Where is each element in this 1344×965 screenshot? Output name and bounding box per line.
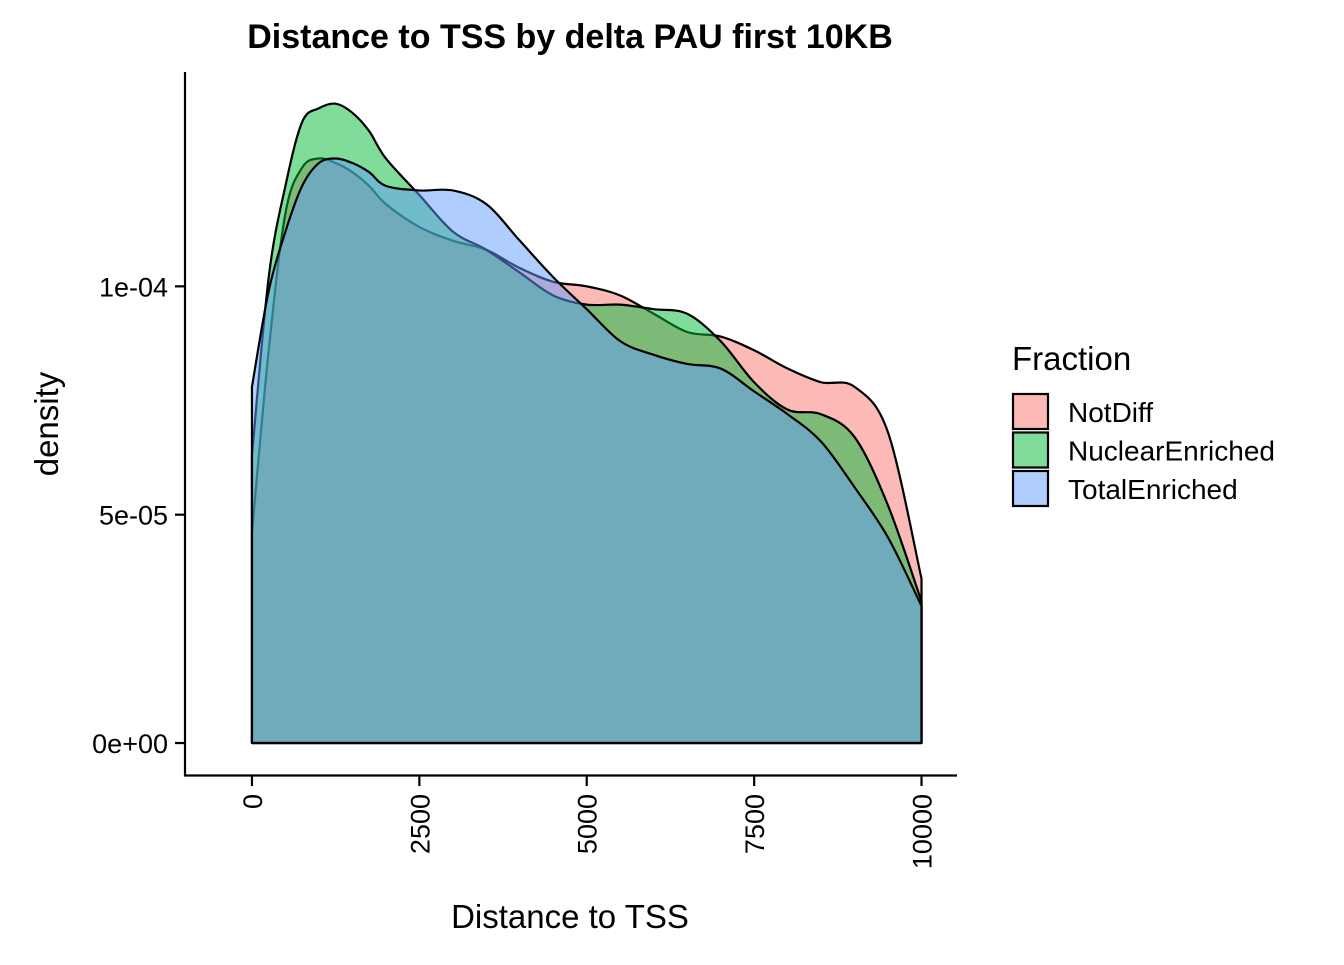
- x-tick-label: 2500: [405, 794, 435, 854]
- legend: Fraction NotDiff NuclearEnriched TotalEnri…: [1011, 340, 1275, 508]
- density-area-total-enriched: [250, 157, 923, 745]
- x-axis-ticks: 0 2500 5000 7500 10000: [238, 775, 938, 869]
- y-axis-title: density: [28, 371, 65, 476]
- y-tick-label: 5e-05: [99, 501, 168, 531]
- x-tick-label: 7500: [740, 794, 770, 854]
- legend-title: Fraction: [1012, 340, 1131, 377]
- plot-area: [250, 102, 923, 745]
- legend-items: NotDiff NuclearEnriched TotalEnriched: [1011, 392, 1275, 508]
- y-tick-label: 1e-04: [99, 272, 168, 302]
- legend-swatch-nuclear-enriched: [1011, 431, 1050, 469]
- y-tick-label: 0e+00: [92, 729, 168, 759]
- legend-swatch-not-diff: [1011, 392, 1050, 431]
- chart-title: Distance to TSS by delta PAU first 10KB: [247, 18, 893, 56]
- legend-label-not-diff: NotDiff: [1068, 397, 1153, 428]
- y-axis-ticks: 0e+00 5e-05 1e-04: [92, 272, 185, 759]
- x-tick-label: 5000: [573, 794, 603, 854]
- x-tick-label: 0: [238, 794, 268, 809]
- legend-label-nuclear-enriched: NuclearEnriched: [1068, 436, 1275, 467]
- legend-swatch-total-enriched: [1011, 469, 1050, 508]
- x-axis-title: Distance to TSS: [451, 898, 689, 935]
- legend-label-total-enriched: TotalEnriched: [1068, 474, 1238, 505]
- x-tick-label: 10000: [908, 794, 938, 869]
